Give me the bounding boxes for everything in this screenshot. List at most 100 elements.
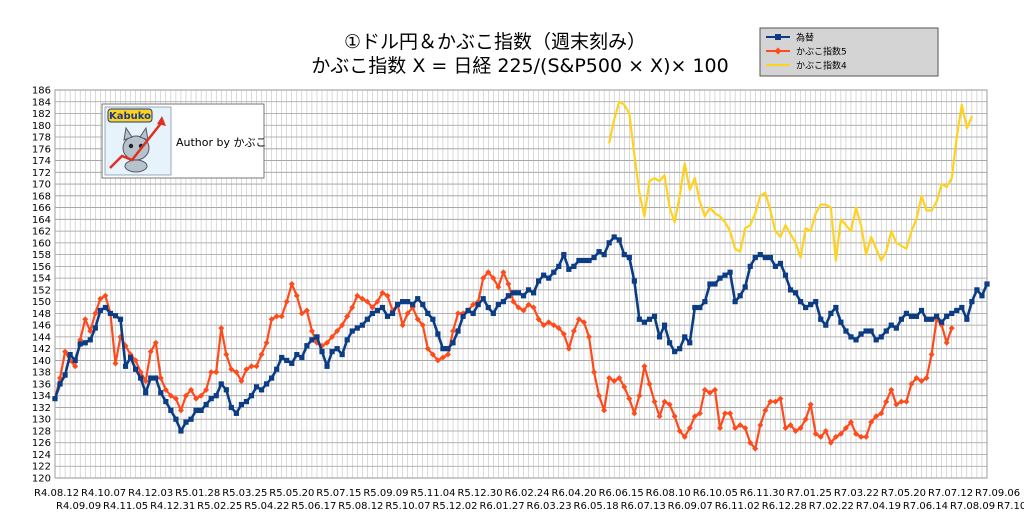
data-point [858,331,864,337]
data-point [112,360,119,367]
data-point [848,334,854,340]
data-point [608,142,611,144]
data-point [908,313,915,319]
data-point [717,275,723,281]
data-point [661,322,668,328]
author-label: Author by かぶこ [176,136,267,149]
data-point [586,257,592,264]
data-point [944,313,950,319]
data-point [404,310,411,317]
chart-title: ①ドル円＆かぶこ指数（週末刻み） [344,31,646,53]
y-tick-label: 166 [32,203,51,214]
data-point [903,310,909,316]
data-point [82,316,89,323]
data-point [157,375,164,382]
data-point [681,433,688,440]
data-point [57,381,63,387]
data-point [767,254,773,261]
data-point [439,354,446,361]
data-point [127,354,134,361]
data-point [703,215,706,218]
data-point [435,331,441,337]
data-point [147,348,154,355]
author-badge: Kabuko Author by かぶこ [101,103,267,179]
data-point [863,433,870,440]
data-point [133,366,139,372]
data-point [369,304,376,311]
data-point [648,180,651,183]
data-point [757,252,763,258]
data-point [984,281,990,287]
data-point [248,363,255,370]
data-point [586,333,593,340]
x-tick-label: R6.10.05 [693,488,738,499]
y-tick-label: 180 [32,121,51,132]
data-point [434,357,441,364]
data-point [772,398,779,405]
data-point [107,310,114,316]
data-point [82,340,88,346]
data-point [845,224,847,227]
data-point [359,322,365,328]
data-point [714,212,716,215]
data-point [686,425,693,432]
x-tick-label: R6.09.07 [668,501,713,512]
y-tick-label: 128 [32,426,51,437]
data-point [430,316,436,322]
data-point [767,398,774,405]
data-point [809,230,812,232]
data-point [384,292,391,299]
data-point [470,310,476,316]
data-point [910,230,913,232]
data-point [969,299,975,305]
x-tick-label: R7.05.20 [881,488,926,499]
data-point [965,127,968,130]
data-point [885,250,888,253]
data-point [631,410,638,417]
data-point [399,322,406,329]
data-point [555,325,562,332]
data-point [339,351,345,358]
data-point [581,257,587,264]
data-point [890,230,893,232]
data-point [667,340,673,346]
data-point [112,313,119,319]
y-tick-label: 132 [32,403,51,414]
data-point [611,234,617,240]
data-point [722,410,729,417]
y-tick-label: 122 [32,462,51,473]
y-tick-label: 126 [32,438,51,449]
data-point [842,425,849,432]
data-point [304,343,310,349]
data-point [744,227,747,230]
data-point [692,304,698,311]
data-point [566,266,572,272]
data-point [711,386,718,393]
data-point [853,430,860,437]
data-point [789,233,792,235]
kabuko-logo: Kabuko [104,106,172,176]
data-point [117,316,124,322]
data-point [950,177,953,180]
data-point [641,363,648,370]
data-point [798,299,804,305]
data-point [943,339,950,346]
x-tick-label: R6.04.20 [552,488,597,499]
data-point [172,395,179,402]
data-point [954,307,960,314]
data-point [840,218,842,221]
data-point [561,252,567,258]
data-point [364,298,371,305]
y-tick-label: 140 [32,356,51,367]
data-point [712,281,718,287]
data-point [693,177,696,180]
data-point [288,281,295,287]
x-tick-label: R6.08.10 [646,488,691,499]
data-point [727,410,734,417]
data-point [915,218,918,221]
y-tick-label: 120 [32,474,51,485]
data-point [688,189,691,191]
data-point [850,230,852,232]
data-point [601,252,607,258]
data-point [804,227,807,230]
